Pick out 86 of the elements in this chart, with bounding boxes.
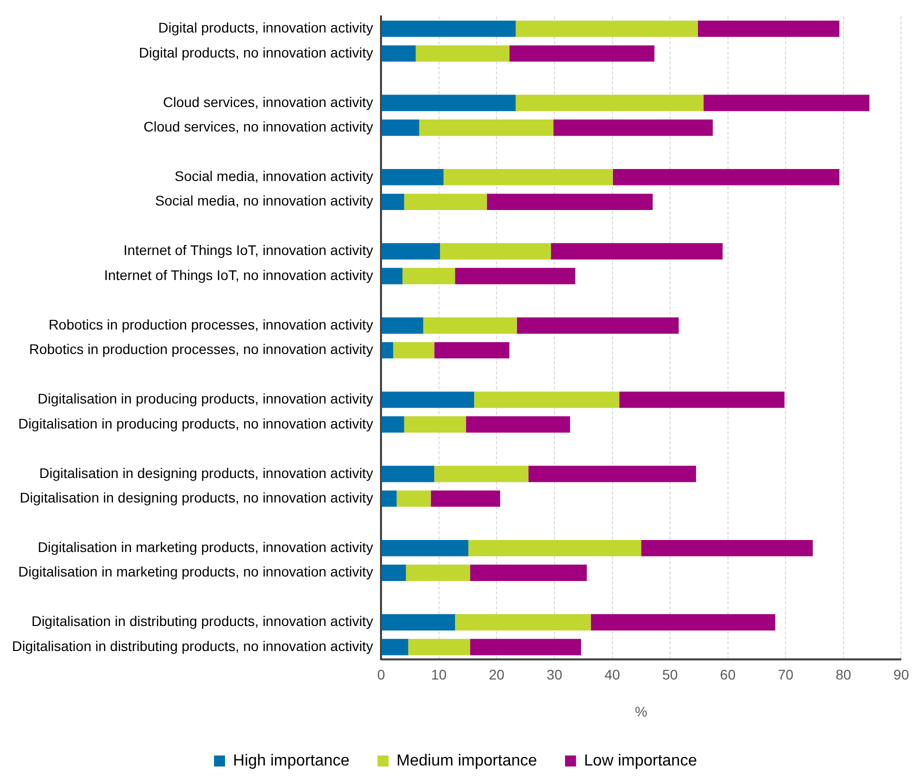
y-tick-label: Cloud services, innovation activity <box>162 94 374 110</box>
x-tick-label: 50 <box>662 666 678 683</box>
legend-label: Medium importance <box>396 752 538 770</box>
bar <box>474 392 620 408</box>
bar <box>590 614 776 630</box>
y-tick-label: Cloud services, no innovation activity <box>144 118 374 135</box>
bar <box>382 194 404 210</box>
x-tick-label: 0 <box>377 666 386 683</box>
bar <box>402 268 456 284</box>
y-tick-label: Digitalisation in marketing products, no innovation activity <box>18 564 374 580</box>
bar <box>404 194 487 210</box>
bar <box>382 416 404 433</box>
bar <box>419 120 554 136</box>
bar <box>612 168 840 186</box>
bar <box>440 243 551 260</box>
bar <box>393 342 434 358</box>
x-tick-label: 20 <box>488 666 505 683</box>
bar <box>382 45 416 62</box>
legend-label: High importance <box>233 752 350 770</box>
bar <box>396 490 431 507</box>
bar <box>466 416 570 433</box>
bar <box>416 45 510 62</box>
legend-label: Low importance <box>584 752 698 770</box>
bar <box>516 94 704 112</box>
bar <box>382 20 516 37</box>
y-tick-label: Social media, no innovation activity <box>155 192 374 209</box>
bar <box>434 466 528 482</box>
bar <box>382 168 444 186</box>
x-tick-label: 90 <box>893 666 910 683</box>
bar <box>382 243 440 260</box>
x-tick-label: 70 <box>778 666 794 683</box>
y-tick-label: Digitalisation in producing products, no innovation activity <box>18 415 374 432</box>
bar <box>382 342 394 358</box>
y-tick-label: Digitalisation in distributing products, no innovation activity <box>12 638 374 654</box>
bar <box>553 120 713 136</box>
bar <box>516 20 698 37</box>
bar <box>516 317 679 334</box>
y-tick-label: Digitalisation in designing products, innovation activity <box>39 464 374 481</box>
bar <box>423 317 517 334</box>
bar <box>434 342 510 358</box>
bar <box>455 614 591 630</box>
bar <box>704 94 870 112</box>
y-tick-label: Digitalisation in designing products, no innovation activity <box>20 490 374 506</box>
bar <box>528 466 696 482</box>
bar <box>470 564 587 582</box>
y-tick-label: Digital products, innovation activity <box>158 20 374 36</box>
bar <box>486 194 653 210</box>
bar <box>443 168 613 186</box>
y-tick-label: Digitalisation in producing products, innovation activity <box>38 390 374 407</box>
bar <box>408 638 470 656</box>
bar <box>468 540 642 556</box>
bar <box>382 120 420 136</box>
x-tick-label: 30 <box>546 666 562 683</box>
bar <box>619 392 784 408</box>
x-axis-title: % <box>634 703 648 720</box>
bar <box>382 540 468 556</box>
y-tick-label: Social media, innovation activity <box>174 168 374 184</box>
bar <box>382 268 402 284</box>
bar <box>382 317 424 334</box>
bar <box>455 268 576 284</box>
y-tick-label: Digitalisation in marketing products, innovation activity <box>38 538 374 555</box>
bar <box>382 392 474 408</box>
bar <box>641 540 813 556</box>
bar <box>382 94 516 112</box>
y-tick-label: Robotics in production processes, innovation activity <box>48 316 374 332</box>
x-tick-label: 10 <box>431 666 447 683</box>
y-tick-label: Robotics in production processes, no innovation activity <box>29 341 374 358</box>
x-tick-label: 80 <box>836 666 852 683</box>
bar <box>550 243 723 260</box>
y-tick-label: Internet of Things IoT, innovation activity <box>124 242 374 258</box>
bar <box>698 20 840 37</box>
y-tick-label: Digitalisation in distributing products, innovation activity <box>31 613 374 630</box>
x-tick-label: 60 <box>720 666 736 683</box>
bar <box>382 490 397 507</box>
bar <box>382 614 456 630</box>
bar <box>382 564 406 582</box>
bar <box>470 638 582 656</box>
y-tick-label: Digital products, no innovation activity <box>138 44 374 60</box>
x-tick-label: 40 <box>604 666 620 683</box>
bar <box>382 466 434 482</box>
bar <box>382 638 408 656</box>
bar <box>509 45 654 62</box>
y-tick-label: Internet of Things IoT, no innovation activity <box>104 266 374 283</box>
bar <box>404 416 466 433</box>
bar <box>430 490 500 507</box>
bar <box>406 564 470 582</box>
